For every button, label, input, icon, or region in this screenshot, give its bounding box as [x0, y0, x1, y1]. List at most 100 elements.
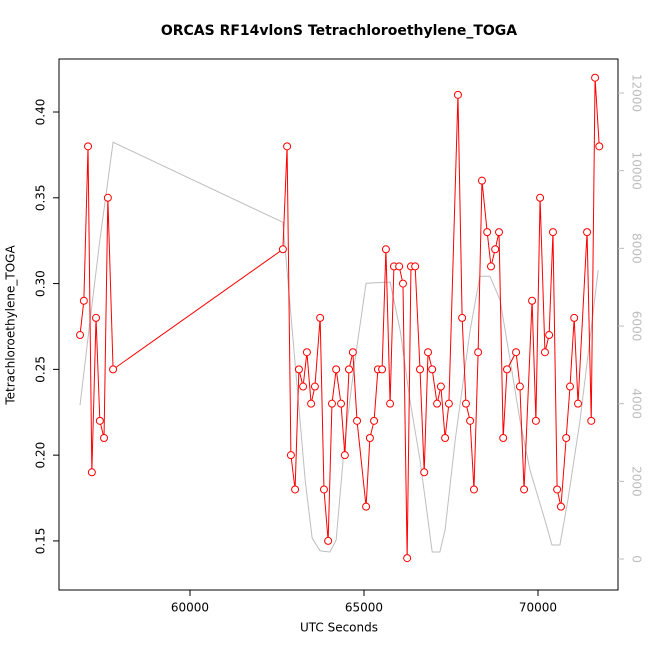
y2-tick-label: 4000: [630, 388, 644, 419]
data-point: [420, 468, 429, 477]
data-point: [353, 416, 362, 425]
data-point: [337, 399, 346, 408]
data-point: [553, 485, 562, 494]
data-point: [483, 228, 492, 237]
data-point: [365, 433, 374, 442]
data-point: [528, 296, 537, 305]
data-point: [556, 502, 565, 511]
data-point: [395, 262, 404, 271]
data-point: [340, 451, 349, 460]
data-point: [499, 433, 508, 442]
data-point: [378, 365, 387, 374]
chart-title: ORCAS RF14vlonS Tetrachloroethylene_TOGA: [161, 23, 517, 39]
data-point: [503, 365, 512, 374]
data-point: [491, 245, 500, 254]
data-point: [307, 399, 316, 408]
data-point: [545, 331, 554, 340]
data-point: [595, 142, 604, 151]
data-point: [386, 399, 395, 408]
data-point: [319, 485, 328, 494]
data-point: [411, 262, 420, 271]
data-point: [348, 348, 357, 357]
data-point: [453, 90, 462, 99]
data-point: [403, 554, 412, 563]
x-tick-label: 70000: [519, 601, 557, 615]
data-point: [515, 382, 524, 391]
data-point: [469, 485, 478, 494]
plot-frame: [58, 58, 619, 591]
data-point: [100, 433, 109, 442]
data-point: [103, 193, 112, 202]
y2-tick-label: 12000: [630, 74, 644, 112]
data-point: [531, 416, 540, 425]
data-point: [294, 365, 303, 374]
data-point: [286, 451, 295, 460]
data-point: [291, 485, 300, 494]
data-point: [324, 536, 333, 545]
data-point: [583, 228, 592, 237]
data-point: [536, 193, 545, 202]
data-point: [520, 485, 529, 494]
y-tick-label: 0.40: [34, 99, 48, 126]
secondary-line: [79, 141, 599, 553]
data-point: [370, 416, 379, 425]
data-point: [574, 399, 583, 408]
y2-tick-label: 10000: [630, 152, 644, 190]
data-point: [487, 262, 496, 271]
data-point: [398, 279, 407, 288]
data-point: [570, 313, 579, 322]
data-point: [381, 245, 390, 254]
data-point: [562, 433, 571, 442]
data-point: [461, 399, 470, 408]
data-point: [548, 228, 557, 237]
data-point: [79, 296, 88, 305]
y2-tick-label: 0: [630, 555, 644, 563]
y2-tick-label: 8000: [630, 233, 644, 264]
data-point: [84, 142, 93, 151]
data-point: [441, 433, 450, 442]
data-point: [278, 245, 287, 254]
data-point: [92, 313, 101, 322]
x-axis-title: UTC Seconds: [300, 621, 378, 635]
data-point: [362, 502, 371, 511]
y2-tick-label: 6000: [630, 311, 644, 342]
data-point: [299, 382, 308, 391]
y-tick-label: 0.25: [34, 356, 48, 383]
data-point: [566, 382, 575, 391]
data-point: [495, 228, 504, 237]
x-tick-label: 60000: [171, 601, 209, 615]
data-point: [466, 416, 475, 425]
data-point: [95, 416, 104, 425]
data-point: [591, 73, 600, 82]
data-point: [316, 313, 325, 322]
y-tick-label: 0.35: [34, 184, 48, 211]
y-axis-title: Tetrachloroethylene_TOGA: [4, 245, 18, 406]
data-point: [512, 348, 521, 357]
data-point: [424, 348, 433, 357]
data-point: [477, 176, 486, 185]
data-point: [283, 142, 292, 151]
data-point: [458, 313, 467, 322]
y-tick-label: 0.15: [34, 528, 48, 555]
data-point: [428, 365, 437, 374]
data-point: [109, 365, 118, 374]
y2-tick-label: 2000: [630, 466, 644, 497]
data-point: [436, 382, 445, 391]
y-tick-label: 0.30: [34, 270, 48, 297]
data-point: [76, 331, 85, 340]
data-point: [474, 348, 483, 357]
y-tick-label: 0.20: [34, 442, 48, 469]
data-point: [87, 468, 96, 477]
data-point: [310, 382, 319, 391]
data-point: [345, 365, 354, 374]
x-tick-label: 65000: [345, 601, 383, 615]
data-point: [433, 399, 442, 408]
data-point: [444, 399, 453, 408]
data-point: [540, 348, 549, 357]
data-point: [416, 365, 425, 374]
data-point: [327, 399, 336, 408]
data-point: [332, 365, 341, 374]
data-point: [587, 416, 596, 425]
